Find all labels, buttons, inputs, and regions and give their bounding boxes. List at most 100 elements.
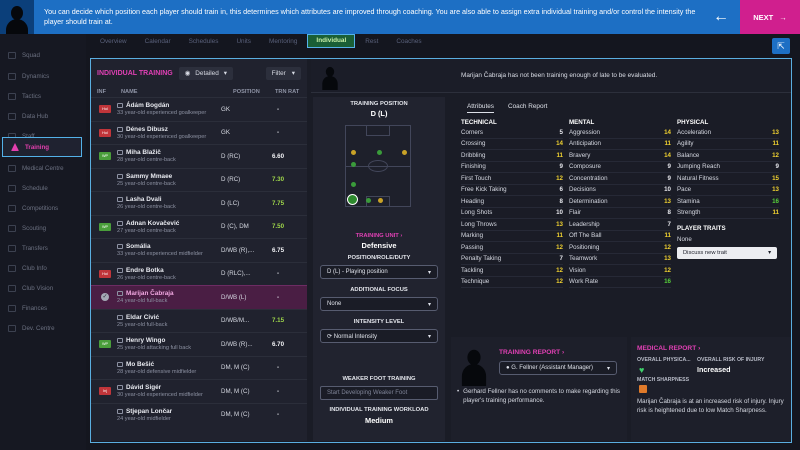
player-row[interactable]: Sammy Mmaee 25 year-old centre-back D (R…	[91, 167, 307, 192]
player-row[interactable]: ✓ Marijan Čabraja 24 year-old full-back …	[91, 285, 307, 309]
selected-position-marker[interactable]	[347, 194, 358, 205]
player-row[interactable]: WP Adnan Kovačević 27 year-old centre-ba…	[91, 214, 307, 239]
attribute-name: Balance	[677, 151, 700, 159]
tab-rest[interactable]: Rest	[365, 38, 379, 45]
sidebar-item-finances[interactable]: Finances	[0, 298, 86, 318]
player-row[interactable]: Inj Dávid Sigér 30 year-old experienced …	[91, 379, 307, 403]
view-dropdown[interactable]: ◉ Detailed ▾	[178, 66, 233, 80]
attribute-name: Heading	[461, 197, 485, 205]
filter-label: Filter	[271, 69, 286, 77]
sidebar-item-label: Schedule	[22, 184, 48, 192]
sidebar-item-label: Tactics	[22, 92, 41, 100]
sidebar-item-scouting[interactable]: Scouting	[0, 218, 86, 238]
position-dot[interactable]	[351, 182, 356, 187]
tab-units[interactable]: Units	[236, 38, 251, 45]
player-name[interactable]: Adnan Kovačević	[117, 220, 221, 227]
position-dot[interactable]	[402, 150, 407, 155]
selected-check-icon[interactable]: ✓	[101, 293, 109, 302]
sidebar-item-dev-centre[interactable]: Dev. Centre	[0, 318, 86, 338]
sidebar-item-tactics[interactable]: Tactics	[0, 86, 86, 106]
pitch-position-picker[interactable]	[345, 125, 411, 207]
coach-dropdown[interactable]: ● G. Fellner (Assistant Manager) ▾	[499, 361, 617, 375]
training-report-title[interactable]: TRAINING REPORT ›	[499, 349, 565, 356]
sidebar-item-club-vision[interactable]: Club Vision	[0, 278, 86, 298]
intensity-dropdown[interactable]: ⟳ Normal Intensity ▾	[320, 329, 438, 343]
training-unit-label[interactable]: TRAINING UNIT ›	[355, 233, 403, 239]
attribute-row: Work Rate 16	[569, 277, 671, 288]
discuss-trait-dropdown[interactable]: Discuss new trait ▾	[677, 247, 777, 259]
filter-button[interactable]: Filter ▾	[265, 66, 301, 80]
tab-attributes[interactable]: Attributes	[467, 103, 494, 113]
position-dot[interactable]	[351, 162, 356, 167]
tab-mentoring[interactable]: Mentoring	[269, 38, 298, 45]
attribute-name: Long Shots	[461, 209, 493, 217]
player-row[interactable]: Lasha Dvali 26 year-old centre-back D (L…	[91, 191, 307, 215]
player-row[interactable]: Stjepan Lončar 24 year-old midfielder DM…	[91, 402, 307, 427]
player-name[interactable]: Somália	[117, 243, 221, 250]
position-dot[interactable]	[366, 198, 371, 203]
player-row[interactable]: Somália 33 year-old experienced midfield…	[91, 238, 307, 262]
chevron-down-icon: ▾	[291, 70, 295, 77]
export-icon[interactable]: ⇱	[772, 38, 790, 54]
training-report-comment: • Gerhard Fellner has no comments to make…	[457, 387, 621, 405]
tab-coach-report[interactable]: Coach Report	[508, 103, 548, 110]
col-inf[interactable]: INF	[97, 89, 107, 95]
player-name[interactable]: Mo Bešić	[117, 361, 221, 368]
player-name[interactable]: Miha Blažič	[117, 149, 221, 156]
sidebar-item-dynamics[interactable]: Dynamics	[0, 66, 86, 86]
focus-dropdown[interactable]: None ▾	[320, 297, 438, 311]
role-dropdown[interactable]: D (L) - Playing position ▾	[320, 265, 438, 279]
medical-report-title[interactable]: MEDICAL REPORT ›	[637, 345, 701, 352]
player-row[interactable]: Mo Bešić 28 year-old defensive midfielde…	[91, 355, 307, 380]
player-name[interactable]: Ádám Bogdán	[117, 102, 221, 109]
tab-schedules[interactable]: Schedules	[188, 38, 219, 45]
player-name[interactable]: Sammy Mmaee	[117, 173, 221, 180]
weak-foot-dropdown[interactable]: Start Developing Weaker Foot	[320, 386, 438, 400]
back-button[interactable]: ←	[708, 4, 734, 30]
player-name[interactable]: Lasha Dvali	[117, 196, 221, 203]
sidebar-item-medical-centre[interactable]: Medical Centre	[0, 158, 86, 178]
player-description: 24 year-old midfielder	[117, 415, 171, 422]
sidebar-item-squad[interactable]: Squad	[0, 45, 86, 65]
player-name[interactable]: Eldar Civić	[117, 314, 221, 321]
player-traits-value: None	[677, 236, 692, 243]
risk-value: Increased	[697, 365, 731, 374]
player-name[interactable]: Endre Botka	[117, 267, 221, 274]
tab-coaches[interactable]: Coaches	[396, 38, 422, 45]
player-row[interactable]: Eldar Civić 25 year-old full-back D/WB/M…	[91, 308, 307, 333]
col-position[interactable]: POSITION	[233, 89, 260, 95]
player-name[interactable]: Dénes Dibusz	[117, 126, 221, 133]
player-name[interactable]: Henry Wingo	[117, 337, 221, 344]
sidebar-item-transfers[interactable]: Transfers	[0, 238, 86, 258]
attribute-name: Pace	[677, 186, 692, 194]
player-name[interactable]: Stjepan Lončar	[117, 408, 221, 415]
position-dot[interactable]	[378, 198, 383, 203]
player-name[interactable]: Dávid Sigér	[117, 384, 221, 391]
col-rating[interactable]: TRN RAT	[275, 89, 300, 95]
position-dot[interactable]	[351, 150, 356, 155]
attribute-name: First Touch	[461, 174, 492, 182]
sidebar-item-training[interactable]: Training	[2, 137, 82, 157]
player-row[interactable]: WP Henry Wingo 25 year-old attacking ful…	[91, 332, 307, 356]
attribute-row: Vision 12	[569, 265, 671, 277]
player-row[interactable]: Hol Ádám Bogdán 33 year-old experienced …	[91, 97, 307, 121]
sidebar-item-schedule[interactable]: Schedule	[0, 178, 86, 198]
sidebar-item-data-hub[interactable]: Data Hub	[0, 106, 86, 126]
tab-individual[interactable]: Individual	[307, 34, 356, 48]
player-row[interactable]: Hol Dénes Dibusz 30 year-old experienced…	[91, 120, 307, 145]
tab-calendar[interactable]: Calendar	[144, 38, 171, 45]
bullet-icon: •	[457, 388, 460, 395]
position-dot[interactable]	[377, 150, 382, 155]
attribute-row: Dribbling 11	[461, 150, 563, 162]
tab-overview[interactable]: Overview	[100, 38, 127, 45]
training-rating: -	[276, 270, 280, 278]
next-button[interactable]: NEXT →	[740, 0, 800, 34]
sidebar-item-competitions[interactable]: Competitions	[0, 198, 86, 218]
player-row[interactable]: Hol Endre Botka 26 year-old centre-back …	[91, 261, 307, 286]
sidebar-item-club-info[interactable]: Club Info	[0, 258, 86, 278]
player-name[interactable]: Marijan Čabraja	[117, 290, 221, 297]
view-dropdown-label: Detailed	[195, 69, 219, 77]
attribute-value: 12	[772, 151, 779, 159]
col-name[interactable]: NAME	[121, 89, 138, 95]
player-row[interactable]: WP Miha Blažič 28 year-old centre-back D…	[91, 144, 307, 168]
